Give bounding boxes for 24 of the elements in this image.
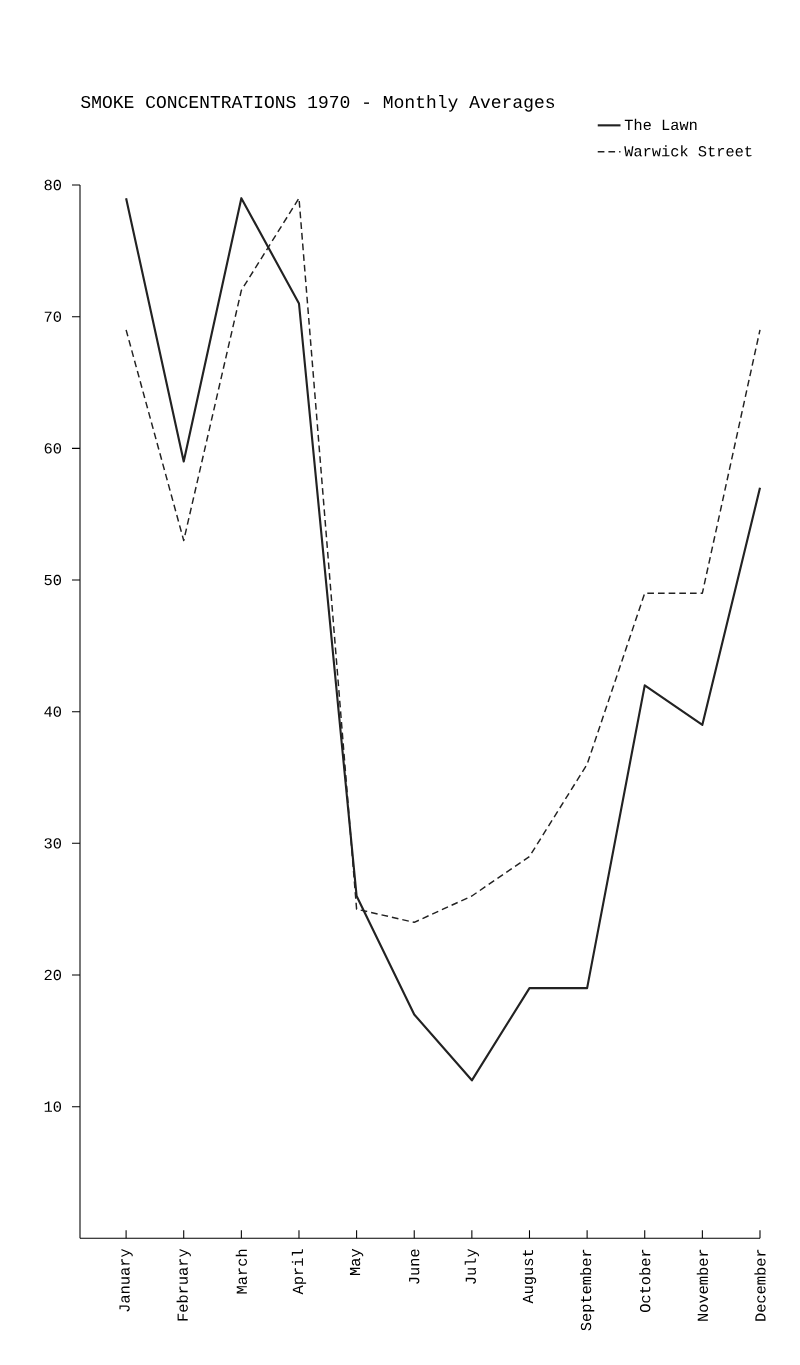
x-tick-label: July	[464, 1248, 479, 1284]
line-series	[125, 197, 762, 1082]
y-tick-label: 60	[44, 443, 62, 454]
x-tick-label: May	[349, 1248, 364, 1276]
x-tick-label: September	[579, 1249, 595, 1331]
y-tick-label: 80	[44, 179, 62, 191]
x-tick-label: April	[291, 1249, 307, 1295]
x-tick-label: August	[522, 1249, 537, 1304]
x-tick-label: January	[119, 1248, 133, 1312]
y-tick-label: 20	[44, 969, 62, 981]
x-tick-label: February	[176, 1248, 191, 1321]
y-tick-label: 70	[44, 311, 62, 322]
y-tick-label: 40	[44, 706, 62, 717]
y-tick-label: 50	[44, 574, 62, 586]
x-tick-label: March	[235, 1249, 247, 1294]
legend-label: The Lawn	[624, 118, 697, 131]
legend-label: Warwick Street	[624, 145, 752, 157]
chart-title: SMOKE CONCENTRATIONS 1970 - Monthly Averages	[81, 94, 555, 112]
x-tick-label: November	[696, 1249, 708, 1321]
x-tick-label: June	[409, 1249, 420, 1284]
y-tick-label: 10	[44, 1101, 62, 1112]
x-tick-label: December	[754, 1249, 766, 1321]
y-tick-label: 30	[44, 838, 62, 849]
x-tick-label: October	[639, 1249, 651, 1312]
